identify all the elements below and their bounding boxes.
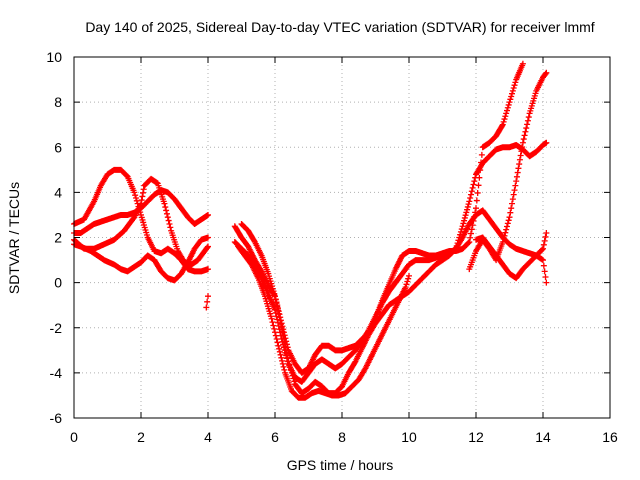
- data-points: [71, 60, 550, 401]
- y-axis-label: SDTVAR / TECUs: [6, 182, 22, 294]
- y-tick-label: 10: [46, 49, 62, 65]
- y-tick-label: 4: [54, 184, 62, 200]
- series-track-i: [235, 243, 412, 401]
- y-tick-label: 2: [54, 230, 62, 246]
- series-track-e: [203, 293, 211, 311]
- plus-markers: [203, 293, 211, 311]
- x-tick-label: 4: [204, 429, 212, 445]
- x-tick-label: 14: [535, 429, 551, 445]
- plus-markers: [473, 229, 550, 282]
- axis-ticks: 0 2 4 6 8 10 12 14 16 -6 -4 -2 0 2 4 6 8 10: [46, 49, 618, 445]
- plus-markers: [238, 207, 550, 397]
- plus-markers: [235, 243, 412, 401]
- x-tick-label: 16: [602, 429, 618, 445]
- series-track-k: [473, 229, 550, 282]
- chart-title: Day 140 of 2025, Sidereal Day-to-day VTE…: [85, 19, 594, 35]
- x-tick-label: 8: [338, 429, 346, 445]
- x-axis-label: GPS time / hours: [287, 457, 394, 473]
- y-tick-label: -6: [50, 410, 63, 426]
- y-tick-label: -4: [50, 365, 63, 381]
- y-tick-label: 6: [54, 139, 62, 155]
- x-tick-label: 2: [137, 429, 145, 445]
- y-tick-label: 0: [54, 275, 62, 291]
- y-tick-label: 8: [54, 94, 62, 110]
- series-track-h: [238, 207, 550, 397]
- x-tick-label: 12: [468, 429, 484, 445]
- x-tick-label: 10: [401, 429, 417, 445]
- x-tick-label: 0: [70, 429, 78, 445]
- x-tick-label: 6: [271, 429, 279, 445]
- y-tick-label: -2: [50, 320, 63, 336]
